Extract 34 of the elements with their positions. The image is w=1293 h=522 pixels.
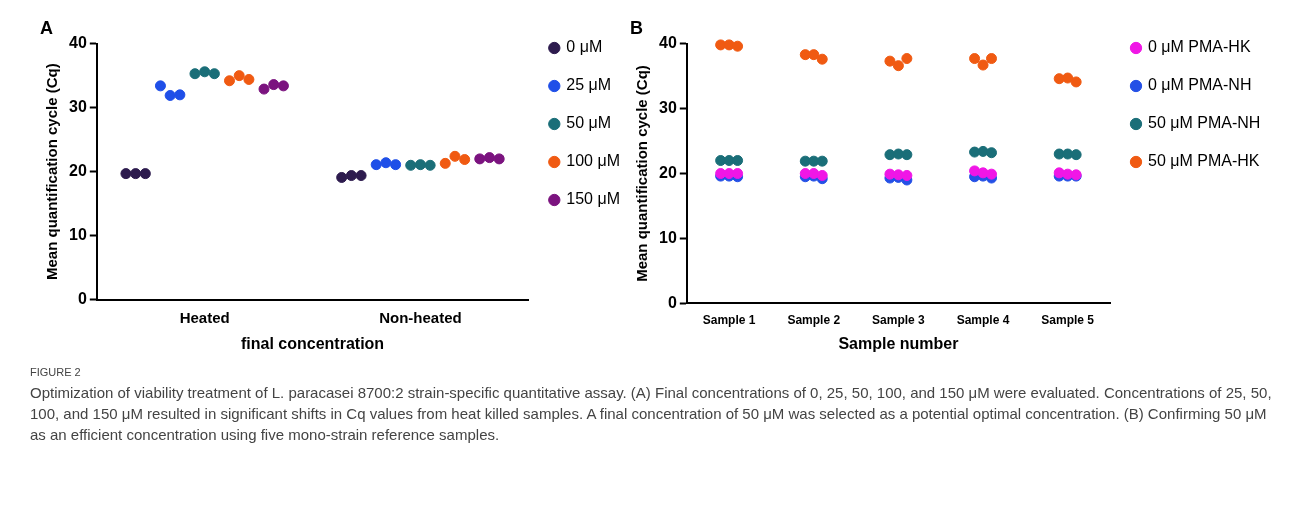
y-tick-label: 40 xyxy=(659,34,677,52)
caption: FIGURE 2 xyxy=(30,366,82,378)
legend-label: 25 μM xyxy=(566,76,612,94)
x-tick-label: Sample 5 xyxy=(1041,312,1095,327)
legend-label: 50 μM xyxy=(566,114,612,132)
x-axis-title: final concentration xyxy=(240,334,385,352)
x-tick-label: Heated xyxy=(179,308,230,326)
x-tick-label: Sample 1 xyxy=(702,312,756,327)
x-tick-label: Sample 4 xyxy=(956,312,1010,327)
y-tick-label: 0 xyxy=(77,290,87,308)
x-axis-title: Sample number xyxy=(838,334,959,352)
y-axis-title: Mean quantification cycle (Cq) xyxy=(633,65,651,282)
legend-label: 50 μM PMA-NH xyxy=(1148,114,1261,132)
legend-label: 0 μM xyxy=(566,38,603,56)
y-tick-label: 30 xyxy=(69,98,87,116)
y-tick-label: 20 xyxy=(69,162,87,180)
chart-title: A xyxy=(40,17,53,38)
legend-label: 150 μM xyxy=(566,190,620,208)
legend-label: 0 μM PMA-NH xyxy=(1148,76,1252,94)
y-tick-label: 0 xyxy=(667,293,677,311)
x-tick-label: Sample 2 xyxy=(787,312,841,327)
x-tick-label: Non-heated xyxy=(379,308,462,326)
legend-label: 0 μM PMA-HK xyxy=(1148,38,1251,56)
legend-label: 50 μM PMA-HK xyxy=(1148,152,1260,170)
x-tick-label: Sample 3 xyxy=(872,312,926,327)
legend-label: 100 μM xyxy=(566,152,620,170)
y-tick-label: 10 xyxy=(659,228,677,246)
y-tick-label: 40 xyxy=(69,34,87,52)
y-axis-title: Mean quantification cycle (Cq) xyxy=(43,63,61,281)
y-tick-label: 10 xyxy=(69,226,87,244)
chart-title: B xyxy=(630,17,643,38)
y-tick-label: 20 xyxy=(659,163,677,181)
text: Optimization of viability treatment of L. paracasei 8700:2 strain-specific quantitative assay. (A) Final concentrations of 0, 25, 50, 100, and 150 μM were evaluated. Concentrations of 25, 50, 100, and 150 μM resulted in significant shifts in Cq values from heat killed samples. A final concentration of 50 μM was selected as a potential optimal concentration. (B) Confirming 50 μM as an efficient concentration using five mono-strain reference samples. xyxy=(30,383,1273,445)
y-tick-label: 30 xyxy=(659,98,677,116)
